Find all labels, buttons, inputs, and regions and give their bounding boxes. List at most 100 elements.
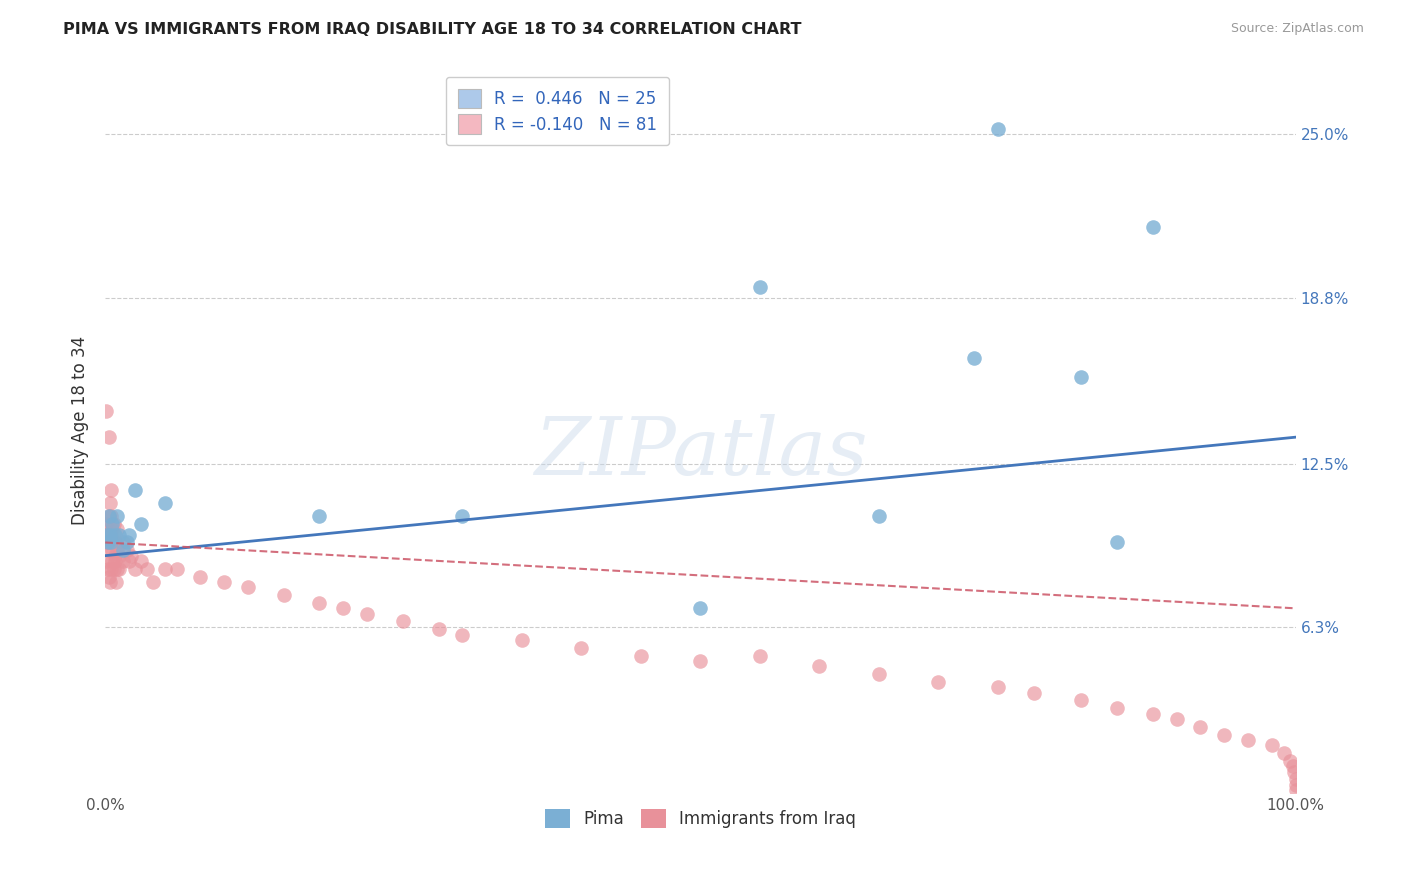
Y-axis label: Disability Age 18 to 34: Disability Age 18 to 34 [72, 336, 89, 525]
Point [104, 527, 127, 541]
Point [1284, 764, 1306, 779]
Point [103, 535, 125, 549]
Point [103, 517, 125, 532]
Point [748, 280, 770, 294]
Point [868, 509, 890, 524]
Point [97, 509, 120, 524]
Point [103, 562, 125, 576]
Point [96, 517, 118, 532]
Text: PIMA VS IMMIGRANTS FROM IRAQ DISABILITY AGE 18 TO 34 CORRELATION CHART: PIMA VS IMMIGRANTS FROM IRAQ DISABILITY … [63, 22, 801, 37]
Point [101, 522, 124, 536]
Point [98, 574, 121, 589]
Point [1105, 535, 1128, 549]
Point [963, 351, 986, 366]
Point [100, 562, 122, 576]
Point [927, 675, 949, 690]
Point [124, 562, 146, 576]
Point [987, 681, 1010, 695]
Point [97, 562, 120, 576]
Point [96, 554, 118, 568]
Point [100, 509, 122, 524]
Point [630, 648, 652, 663]
Point [105, 562, 128, 576]
Point [1105, 701, 1128, 715]
Point [105, 522, 128, 536]
Legend: Pima, Immigrants from Iraq: Pima, Immigrants from Iraq [538, 803, 862, 835]
Point [96, 527, 118, 541]
Point [1022, 685, 1045, 699]
Point [1070, 693, 1092, 707]
Point [96, 535, 118, 549]
Point [101, 554, 124, 568]
Point [356, 607, 378, 621]
Point [108, 549, 131, 563]
Point [104, 574, 127, 589]
Point [129, 554, 152, 568]
Point [108, 527, 131, 541]
Point [273, 588, 295, 602]
Point [427, 623, 450, 637]
Point [97, 535, 120, 549]
Point [100, 483, 122, 497]
Point [1142, 219, 1164, 234]
Point [97, 430, 120, 444]
Point [190, 570, 212, 584]
Point [510, 632, 533, 647]
Point [332, 601, 354, 615]
Point [1272, 746, 1295, 760]
Point [129, 517, 152, 532]
Point [451, 509, 474, 524]
Point [97, 527, 120, 541]
Point [112, 543, 135, 558]
Point [1282, 759, 1305, 773]
Point [120, 549, 142, 563]
Point [97, 570, 120, 584]
Point [1142, 706, 1164, 721]
Point [112, 535, 135, 549]
Point [124, 483, 146, 497]
Point [98, 535, 121, 549]
Point [1284, 772, 1306, 787]
Text: ZIPatlas: ZIPatlas [534, 414, 868, 491]
Point [1284, 778, 1306, 792]
Point [96, 404, 118, 418]
Point [1213, 728, 1236, 742]
Point [98, 527, 121, 541]
Point [236, 580, 259, 594]
Point [105, 543, 128, 558]
Point [808, 659, 831, 673]
Point [97, 543, 120, 558]
Point [1284, 783, 1306, 797]
Point [391, 615, 413, 629]
Point [308, 509, 330, 524]
Point [1261, 738, 1284, 752]
Point [104, 554, 127, 568]
Text: Source: ZipAtlas.com: Source: ZipAtlas.com [1230, 22, 1364, 36]
Point [97, 509, 120, 524]
Point [112, 554, 135, 568]
Point [108, 562, 131, 576]
Point [105, 509, 128, 524]
Point [135, 562, 157, 576]
Point [96, 527, 118, 541]
Point [1237, 733, 1260, 747]
Point [104, 535, 127, 549]
Point [1070, 369, 1092, 384]
Point [308, 596, 330, 610]
Point [689, 654, 711, 668]
Point [104, 549, 127, 563]
Point [153, 496, 176, 510]
Point [115, 535, 138, 549]
Point [1166, 712, 1188, 726]
Point [100, 527, 122, 541]
Point [118, 554, 141, 568]
Point [451, 628, 474, 642]
Point [1189, 720, 1212, 734]
Point [166, 562, 188, 576]
Point [97, 522, 120, 536]
Point [101, 517, 124, 532]
Point [868, 667, 890, 681]
Point [1278, 754, 1301, 768]
Point [101, 543, 124, 558]
Point [987, 122, 1010, 136]
